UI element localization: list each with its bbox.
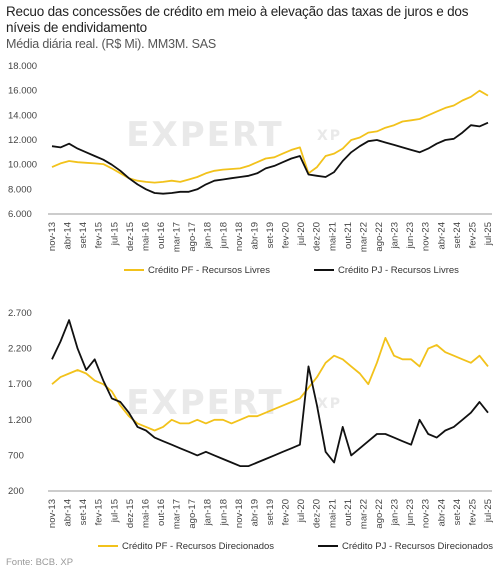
x-tick-label: abr-14 bbox=[63, 222, 74, 249]
x-tick-label: nov-13 bbox=[47, 499, 58, 528]
y-tick-label: 6.000 bbox=[8, 209, 32, 220]
x-tick-label: fev-20 bbox=[281, 222, 292, 248]
x-tick-label: nov-18 bbox=[234, 499, 245, 528]
x-tick-label: fev-15 bbox=[94, 222, 105, 248]
watermark: EXPERT bbox=[126, 383, 283, 423]
x-tick-label: set-14 bbox=[78, 222, 89, 248]
x-tick-label: set-24 bbox=[452, 222, 463, 248]
x-tick-label: jan-18 bbox=[203, 499, 214, 526]
x-tick-label: fev-15 bbox=[94, 499, 105, 525]
watermark-xp: XP bbox=[317, 128, 342, 144]
source-note: Fonte: BCB. XP bbox=[6, 557, 74, 568]
x-tick-label: abr-24 bbox=[436, 222, 447, 249]
x-tick-label: nov-18 bbox=[234, 222, 245, 251]
x-tick-label: ago-17 bbox=[187, 222, 198, 252]
x-tick-label: dez-20 bbox=[312, 222, 323, 251]
x-tick-label: mar-17 bbox=[172, 499, 183, 529]
x-tick-label: mar-17 bbox=[172, 222, 183, 252]
x-tick-label: set-14 bbox=[78, 499, 89, 525]
x-tick-label: nov-23 bbox=[421, 222, 432, 251]
x-tick-label: mai-21 bbox=[327, 222, 338, 251]
x-tick-label: dez-15 bbox=[125, 222, 136, 251]
y-tick-label: 2.700 bbox=[8, 308, 32, 319]
x-tick-label: ago-22 bbox=[374, 222, 385, 252]
x-tick-label: set-19 bbox=[265, 499, 276, 525]
x-tick-label: jul-20 bbox=[296, 222, 307, 246]
legend-label: Crédito PJ - Recursos Direcionados bbox=[342, 541, 493, 552]
legend-label: Crédito PF - Recursos Livres bbox=[148, 265, 270, 276]
chart-subtitle: Média diária real. (R$ Mi). MM3M. SAS bbox=[6, 37, 217, 51]
x-tick-label: jan-23 bbox=[390, 499, 401, 526]
x-tick-label: jan-18 bbox=[203, 222, 214, 249]
x-tick-label: abr-24 bbox=[436, 499, 447, 526]
x-tick-label: jun-18 bbox=[218, 499, 229, 526]
x-tick-label: abr-14 bbox=[63, 499, 74, 526]
x-tick-label: out-16 bbox=[156, 222, 167, 249]
y-tick-label: 8.000 bbox=[8, 184, 32, 195]
y-tick-label: 700 bbox=[8, 450, 24, 461]
y-tick-label: 2.200 bbox=[8, 344, 32, 355]
x-tick-label: fev-20 bbox=[281, 499, 292, 525]
x-tick-label: ago-17 bbox=[187, 499, 198, 529]
x-tick-label: nov-13 bbox=[47, 222, 58, 251]
watermark-xp: XP bbox=[317, 396, 342, 412]
x-tick-label: mai-21 bbox=[327, 499, 338, 528]
x-tick-label: set-24 bbox=[452, 499, 463, 525]
x-tick-label: out-21 bbox=[343, 222, 354, 249]
legend-label: Crédito PJ - Recursos Livres bbox=[338, 265, 459, 276]
y-tick-label: 14.000 bbox=[8, 110, 37, 121]
x-tick-label: jul-15 bbox=[109, 499, 120, 523]
y-tick-label: 18.000 bbox=[8, 61, 37, 72]
x-tick-label: dez-15 bbox=[125, 499, 136, 528]
x-tick-label: mai-16 bbox=[140, 222, 151, 251]
y-tick-label: 10.000 bbox=[8, 160, 37, 171]
x-tick-label: jul-25 bbox=[483, 499, 494, 523]
x-tick-label: jun-23 bbox=[405, 222, 416, 249]
x-tick-label: jun-23 bbox=[405, 499, 416, 526]
x-tick-label: jan-23 bbox=[390, 222, 401, 249]
chart-title: Recuo das concessões de crédito em meio … bbox=[6, 4, 469, 35]
series-line-pj bbox=[51, 319, 489, 468]
x-tick-label: mar-22 bbox=[358, 222, 369, 252]
x-tick-label: abr-19 bbox=[249, 499, 260, 526]
x-tick-label: dez-20 bbox=[312, 499, 323, 528]
x-tick-label: jul-15 bbox=[109, 222, 120, 246]
y-tick-label: 1.200 bbox=[8, 415, 32, 426]
x-tick-label: abr-19 bbox=[249, 222, 260, 249]
x-tick-label: nov-23 bbox=[421, 499, 432, 528]
series-line-pj bbox=[51, 121, 489, 195]
x-tick-label: jul-25 bbox=[483, 222, 494, 246]
x-tick-label: out-21 bbox=[343, 499, 354, 526]
x-tick-label: mar-22 bbox=[358, 499, 369, 529]
x-tick-label: mai-16 bbox=[140, 499, 151, 528]
y-tick-label: 200 bbox=[8, 486, 24, 497]
x-tick-label: jun-18 bbox=[218, 222, 229, 249]
series-line-pf bbox=[51, 336, 489, 432]
x-tick-label: fev-25 bbox=[467, 222, 478, 248]
x-tick-label: out-16 bbox=[156, 499, 167, 526]
legend-label: Crédito PF - Recursos Direcionados bbox=[122, 541, 274, 552]
x-tick-label: ago-22 bbox=[374, 499, 385, 529]
watermark: EXPERT bbox=[126, 115, 283, 155]
x-tick-label: set-19 bbox=[265, 222, 276, 248]
x-tick-label: jul-20 bbox=[296, 499, 307, 523]
y-tick-label: 16.000 bbox=[8, 86, 37, 97]
series-line-pf bbox=[51, 89, 489, 184]
y-tick-label: 1.700 bbox=[8, 379, 32, 390]
x-tick-label: fev-25 bbox=[467, 499, 478, 525]
y-tick-label: 12.000 bbox=[8, 135, 37, 146]
